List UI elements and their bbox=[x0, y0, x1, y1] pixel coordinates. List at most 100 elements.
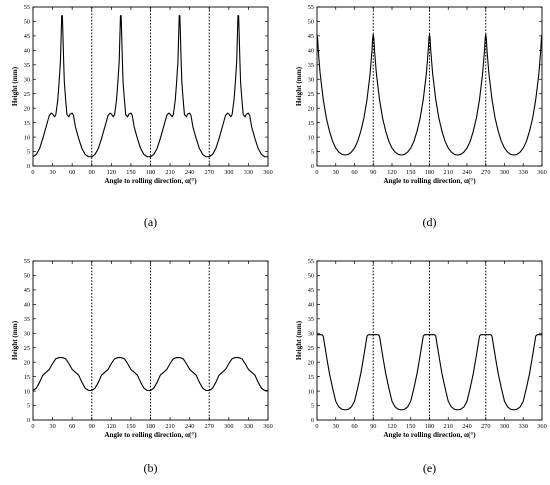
y-tick-label: 5 bbox=[27, 149, 30, 156]
y-axis-title: Height (mm) bbox=[295, 66, 303, 106]
x-tick-label: 120 bbox=[107, 423, 116, 430]
panel-label: (b) bbox=[144, 461, 158, 475]
x-tick-label: 270 bbox=[481, 423, 490, 430]
y-tick-label: 30 bbox=[24, 76, 30, 83]
y-axis-title: Height (mm) bbox=[295, 320, 303, 360]
y-tick-label: 5 bbox=[311, 149, 314, 156]
y-tick-label: 45 bbox=[24, 33, 30, 40]
x-tick-label: 240 bbox=[462, 169, 471, 176]
y-tick-label: 55 bbox=[24, 4, 30, 11]
y-tick-label: 50 bbox=[308, 19, 314, 26]
x-tick-label: 150 bbox=[406, 423, 415, 430]
y-tick-label: 25 bbox=[24, 91, 30, 98]
x-tick-label: 90 bbox=[89, 169, 95, 176]
y-tick-label: 55 bbox=[308, 4, 314, 11]
y-axis-title: Height (mm) bbox=[11, 66, 19, 106]
x-tick-label: 210 bbox=[444, 169, 453, 176]
y-tick-label: 35 bbox=[308, 62, 314, 69]
x-tick-label: 330 bbox=[244, 169, 253, 176]
y-tick-label: 25 bbox=[308, 91, 314, 98]
y-tick-label: 40 bbox=[24, 302, 30, 309]
y-tick-label: 45 bbox=[24, 287, 30, 294]
x-tick-label: 330 bbox=[519, 169, 528, 176]
x-tick-label: 360 bbox=[537, 423, 546, 430]
y-tick-label: 10 bbox=[24, 134, 30, 141]
x-tick-label: 150 bbox=[126, 423, 135, 430]
x-tick-label: 300 bbox=[500, 423, 509, 430]
x-axis-title: Angle to rolling direction, α(°) bbox=[383, 431, 476, 439]
y-tick-label: 45 bbox=[308, 33, 314, 40]
y-tick-label: 0 bbox=[311, 163, 314, 170]
x-tick-label: 120 bbox=[107, 169, 116, 176]
y-tick-label: 15 bbox=[308, 374, 314, 381]
x-tick-label: 90 bbox=[370, 423, 376, 430]
x-tick-label: 240 bbox=[185, 169, 194, 176]
x-tick-label: 330 bbox=[244, 423, 253, 430]
x-tick-label: 60 bbox=[351, 423, 357, 430]
x-axis-title: Angle to rolling direction, α(°) bbox=[383, 177, 476, 185]
series-line bbox=[316, 33, 543, 156]
x-tick-label: 30 bbox=[49, 169, 55, 176]
y-tick-label: 20 bbox=[24, 105, 30, 112]
panel-label: (d) bbox=[423, 215, 437, 229]
y-tick-label: 15 bbox=[308, 120, 314, 127]
x-tick-label: 60 bbox=[351, 169, 357, 176]
y-tick-label: 30 bbox=[308, 330, 314, 337]
x-tick-label: 150 bbox=[406, 169, 415, 176]
y-tick-label: 20 bbox=[308, 359, 314, 366]
y-tick-label: 30 bbox=[308, 76, 314, 83]
x-tick-label: 0 bbox=[315, 423, 318, 430]
y-tick-label: 10 bbox=[308, 134, 314, 141]
x-tick-label: 270 bbox=[481, 169, 490, 176]
x-tick-label: 360 bbox=[263, 423, 272, 430]
x-tick-label: 270 bbox=[205, 169, 214, 176]
y-tick-label: 0 bbox=[27, 417, 30, 424]
y-tick-label: 55 bbox=[24, 258, 30, 265]
x-tick-label: 120 bbox=[387, 169, 396, 176]
x-tick-label: 60 bbox=[69, 423, 75, 430]
y-tick-label: 40 bbox=[24, 48, 30, 55]
x-tick-label: 30 bbox=[333, 169, 339, 176]
x-tick-label: 360 bbox=[537, 169, 546, 176]
y-tick-label: 35 bbox=[308, 316, 314, 323]
x-tick-label: 180 bbox=[425, 423, 434, 430]
x-tick-label: 300 bbox=[224, 169, 233, 176]
y-tick-label: 30 bbox=[24, 330, 30, 337]
chart-panel-e: 0 5 10 15 20 25 30 35 40 45 50 55 0 30 60 90 120 150 180 21… bbox=[295, 258, 547, 475]
x-tick-label: 0 bbox=[31, 423, 34, 430]
y-tick-label: 35 bbox=[24, 316, 30, 323]
y-tick-label: 50 bbox=[24, 19, 30, 26]
y-tick-label: 10 bbox=[308, 388, 314, 395]
x-tick-label: 330 bbox=[519, 423, 528, 430]
chart-panel-b: 0 5 10 15 20 25 30 35 40 45 50 55 0 30 60 90 120 150 180 21… bbox=[11, 258, 273, 475]
y-tick-label: 15 bbox=[24, 120, 30, 127]
x-tick-label: 300 bbox=[224, 423, 233, 430]
y-tick-label: 10 bbox=[24, 388, 30, 395]
y-tick-label: 20 bbox=[24, 359, 30, 366]
x-tick-label: 210 bbox=[165, 169, 174, 176]
series-line bbox=[317, 334, 542, 411]
panel-label: (e) bbox=[423, 461, 436, 475]
y-tick-label: 55 bbox=[308, 258, 314, 265]
x-tick-label: 30 bbox=[49, 423, 55, 430]
x-tick-label: 240 bbox=[185, 423, 194, 430]
y-axis-title: Height (mm) bbox=[11, 320, 19, 360]
x-tick-label: 180 bbox=[425, 169, 434, 176]
y-tick-label: 25 bbox=[24, 345, 30, 352]
chart-panel-a: 0 5 10 15 20 25 30 35 40 45 50 55 0 30 60 90 120 150 180 21… bbox=[11, 4, 273, 229]
y-tick-label: 40 bbox=[308, 302, 314, 309]
chart-panel-d: 0 5 10 15 20 25 30 35 40 45 50 55 0 30 60 90 120 150 180 21… bbox=[295, 4, 547, 229]
y-tick-label: 5 bbox=[27, 403, 30, 410]
x-tick-label: 60 bbox=[69, 169, 75, 176]
y-tick-label: 40 bbox=[308, 48, 314, 55]
x-tick-label: 210 bbox=[444, 423, 453, 430]
x-tick-label: 90 bbox=[370, 169, 376, 176]
y-tick-label: 15 bbox=[24, 374, 30, 381]
y-tick-label: 50 bbox=[24, 273, 30, 280]
y-tick-label: 50 bbox=[308, 273, 314, 280]
y-tick-label: 20 bbox=[308, 105, 314, 112]
x-axis-title: Angle to rolling direction, α(°) bbox=[104, 177, 197, 185]
y-tick-label: 5 bbox=[311, 403, 314, 410]
x-tick-label: 270 bbox=[205, 423, 214, 430]
x-tick-label: 360 bbox=[263, 169, 272, 176]
